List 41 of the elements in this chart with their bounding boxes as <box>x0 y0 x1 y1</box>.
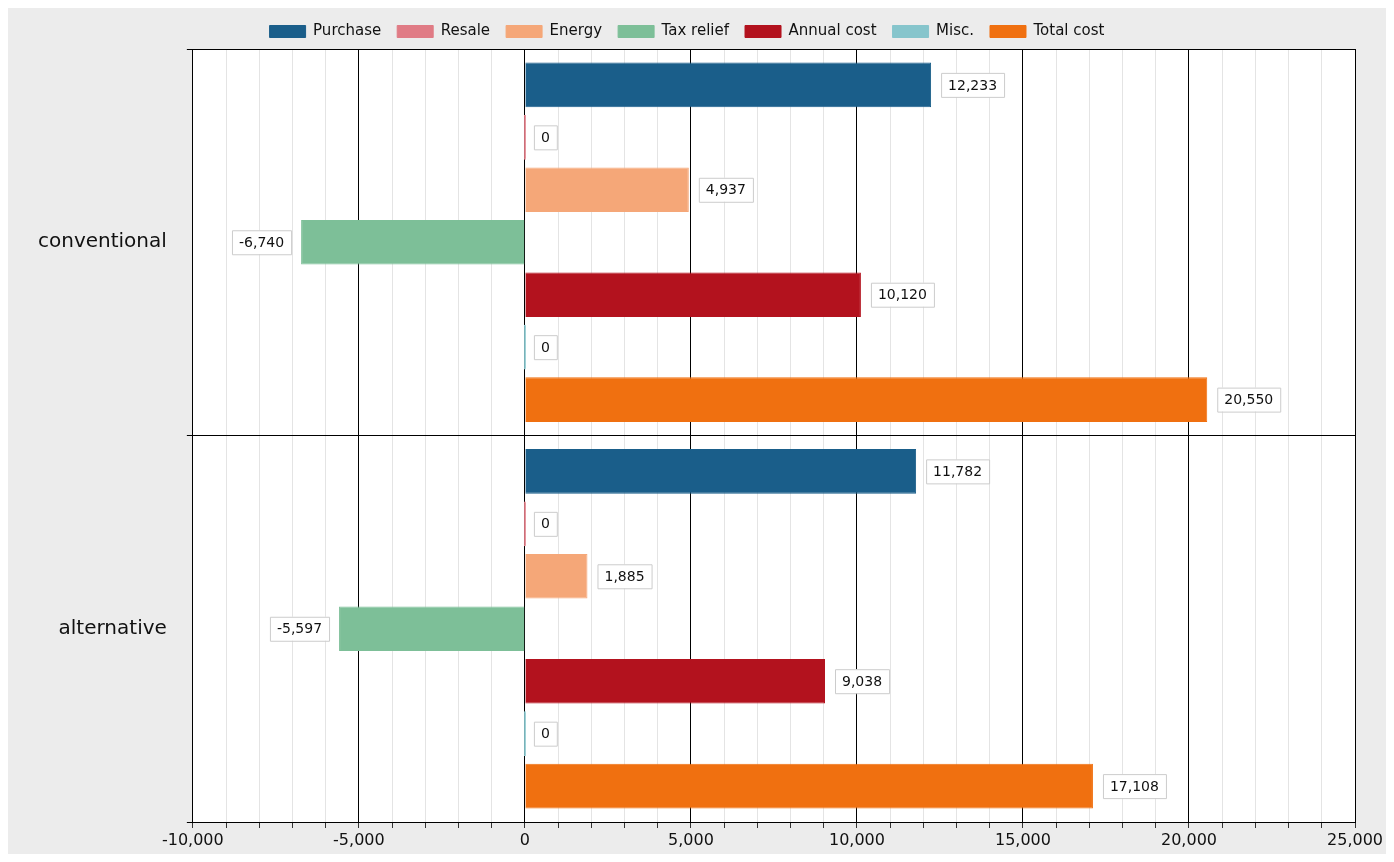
data-label: -6,740 <box>238 233 285 250</box>
data-label: 4,937 <box>705 181 746 198</box>
x-tick-label: 15,000 <box>994 829 1051 849</box>
bar <box>525 377 1208 422</box>
legend-label: Annual cost <box>788 21 877 40</box>
legend-label: Misc. <box>936 21 975 40</box>
y-tick-label: alternative <box>58 614 167 639</box>
x-tick-label: -10,000 <box>161 829 224 849</box>
data-label: 0 <box>540 338 550 355</box>
legend-label: Purchase <box>313 21 382 40</box>
bar <box>525 554 588 599</box>
data-label: 17,108 <box>1109 777 1159 794</box>
bar <box>525 62 932 108</box>
x-tick-label: 5,000 <box>668 829 714 849</box>
x-tick-label: 0 <box>519 829 530 849</box>
legend-label: Resale <box>440 21 491 40</box>
data-label: 0 <box>540 725 550 742</box>
bar <box>525 167 689 213</box>
data-label: 0 <box>540 128 550 145</box>
bar <box>525 763 1093 809</box>
legend-label: Energy <box>549 21 603 40</box>
x-tick-label: 10,000 <box>828 829 885 849</box>
data-label: 12,233 <box>948 76 998 93</box>
bar <box>525 658 825 704</box>
data-label: 9,038 <box>841 672 883 689</box>
data-label: 0 <box>540 515 550 532</box>
x-tick-label: 20,000 <box>1160 829 1217 849</box>
legend-label: Tax relief <box>660 21 730 40</box>
bar <box>301 219 525 265</box>
data-label: 20,550 <box>1224 391 1274 408</box>
legend-label: Total cost <box>1032 21 1105 40</box>
data-label: -5,597 <box>276 620 323 637</box>
x-tick-label: -5,000 <box>333 829 385 849</box>
data-label: 11,782 <box>933 463 983 480</box>
x-tick-label: 25,000 <box>1327 829 1383 849</box>
data-label: 10,120 <box>877 286 927 303</box>
data-label: 1,885 <box>604 567 645 584</box>
bar <box>525 449 917 494</box>
bar <box>339 606 525 652</box>
bar <box>525 272 861 317</box>
y-tick-label: conventional <box>37 228 167 253</box>
